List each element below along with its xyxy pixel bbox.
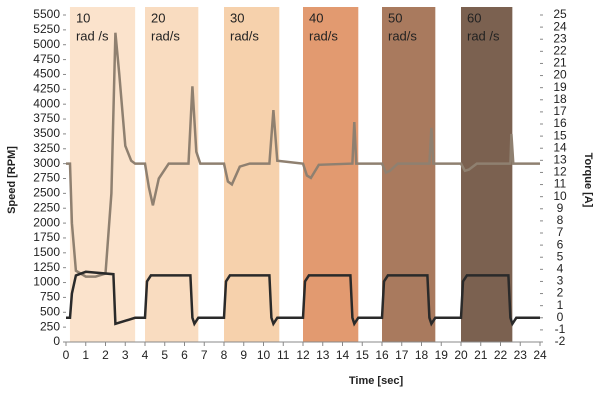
y2-tick-label: 18 xyxy=(553,92,567,106)
y2-tick-label: 17 xyxy=(553,104,567,118)
band-label: 20 xyxy=(151,10,165,25)
x-tick-label: 8 xyxy=(221,348,228,362)
y2-tick-label: 10 xyxy=(553,189,567,203)
x-tick-label: 5 xyxy=(161,348,168,362)
y2-tick-label: 25 xyxy=(553,7,567,21)
band xyxy=(382,7,436,342)
y-tick-label: 500 xyxy=(40,304,60,318)
x-tick-label: 18 xyxy=(415,348,429,362)
x-tick-label: 10 xyxy=(257,348,271,362)
band-label: 30 xyxy=(230,10,244,25)
y-tick-label: 5250 xyxy=(33,22,60,36)
y2-tick-label: 11 xyxy=(554,177,567,191)
y-tick-label: 750 xyxy=(40,290,60,304)
band-label: 10 xyxy=(76,10,90,25)
y2-tick-label: 2 xyxy=(557,286,564,300)
y2-tick-label: 4 xyxy=(557,262,564,276)
y2-tick-label: 19 xyxy=(553,80,567,94)
band-label: rad /s xyxy=(467,28,500,43)
band xyxy=(461,7,513,342)
y-tick-label: 4000 xyxy=(33,96,60,110)
y-tick-label: 1500 xyxy=(33,245,60,259)
x-tick-label: 13 xyxy=(316,348,330,362)
y2-tick-label: -1 xyxy=(555,322,566,336)
y-tick-label: 4250 xyxy=(33,81,60,95)
y2-axis-label: Torque [A] xyxy=(582,153,594,208)
y-tick-label: 4750 xyxy=(33,52,60,66)
x-tick-label: 2 xyxy=(102,348,109,362)
x-tick-label: 7 xyxy=(201,348,208,362)
y2-tick-label: 1 xyxy=(557,298,564,312)
y2-tick-label: 6 xyxy=(557,237,564,251)
y-tick-label: 2500 xyxy=(33,186,60,200)
x-tick-label: 0 xyxy=(63,348,70,362)
y-tick-label: 2000 xyxy=(33,215,60,229)
y-tick-label: 5500 xyxy=(33,7,60,21)
x-tick-label: 11 xyxy=(277,348,290,362)
y-tick-label: 5000 xyxy=(33,37,60,51)
y-tick-label: 4500 xyxy=(33,67,60,81)
band-label: rad /s xyxy=(76,28,109,43)
y-tick-label: 3250 xyxy=(33,141,60,155)
y-tick-label: 0 xyxy=(53,334,60,348)
y2-tick-label: 24 xyxy=(553,19,567,33)
y2-tick-label: 12 xyxy=(553,165,567,179)
y2-tick-label: 21 xyxy=(553,56,567,70)
band-label: rad/s xyxy=(151,28,180,43)
y2-tick-label: 7 xyxy=(557,225,564,239)
y2-tick-label: 22 xyxy=(553,44,567,58)
y-axis-label: Speed [RPM] xyxy=(6,146,18,214)
y2-tick-label: 8 xyxy=(557,213,564,227)
y2-tick-label: 3 xyxy=(557,274,564,288)
x-tick-label: 4 xyxy=(142,348,149,362)
x-tick-label: 21 xyxy=(474,348,488,362)
y2-tick-label: 20 xyxy=(553,68,567,82)
band-label: 40 xyxy=(309,10,323,25)
x-tick-label: 14 xyxy=(336,348,350,362)
y2-tick-label: 5 xyxy=(557,249,564,263)
band-label: rad/s xyxy=(309,28,338,43)
band-label: 50 xyxy=(388,10,402,25)
x-tick-label: 23 xyxy=(514,348,528,362)
band-label: rad/s xyxy=(230,28,259,43)
y-tick-label: 3750 xyxy=(33,111,60,125)
y-tick-label: 2250 xyxy=(33,200,60,214)
x-tick-label: 20 xyxy=(454,348,468,362)
y-tick-label: 3000 xyxy=(33,156,60,170)
x-tick-label: 3 xyxy=(122,348,129,362)
x-tick-label: 9 xyxy=(240,348,247,362)
x-tick-label: 1 xyxy=(82,348,89,362)
x-tick-label: 15 xyxy=(356,348,370,362)
y2-tick-label: 14 xyxy=(553,140,567,154)
x-tick-label: 17 xyxy=(395,348,409,362)
series-line xyxy=(66,270,540,327)
y2-tick-label: 0 xyxy=(557,310,564,324)
band-label: 60 xyxy=(467,10,481,25)
y-tick-label: 1250 xyxy=(33,260,60,274)
y-tick-label: 2750 xyxy=(33,171,60,185)
y2-tick-label: 15 xyxy=(553,128,567,142)
band-label: rad/s xyxy=(388,28,417,43)
y-tick-label: 1750 xyxy=(33,230,60,244)
y2-tick-label: -2 xyxy=(555,334,566,348)
x-tick-label: 22 xyxy=(494,348,508,362)
band xyxy=(145,7,199,342)
x-tick-label: 12 xyxy=(296,348,310,362)
y-tick-label: 250 xyxy=(40,319,60,333)
y-tick-label: 1000 xyxy=(33,275,60,289)
y2-tick-label: 9 xyxy=(557,201,564,215)
series-line xyxy=(66,32,540,278)
band xyxy=(69,7,136,342)
x-tick-label: 19 xyxy=(435,348,449,362)
x-tick-label: 16 xyxy=(375,348,389,362)
x-tick-label: 6 xyxy=(181,348,188,362)
x-axis-label: Time [sec] xyxy=(349,375,404,387)
y2-tick-label: 23 xyxy=(553,31,567,45)
y-tick-label: 3500 xyxy=(33,126,60,140)
y2-tick-label: 13 xyxy=(553,153,567,167)
y2-tick-label: 16 xyxy=(553,116,567,130)
x-tick-label: 24 xyxy=(533,348,547,362)
